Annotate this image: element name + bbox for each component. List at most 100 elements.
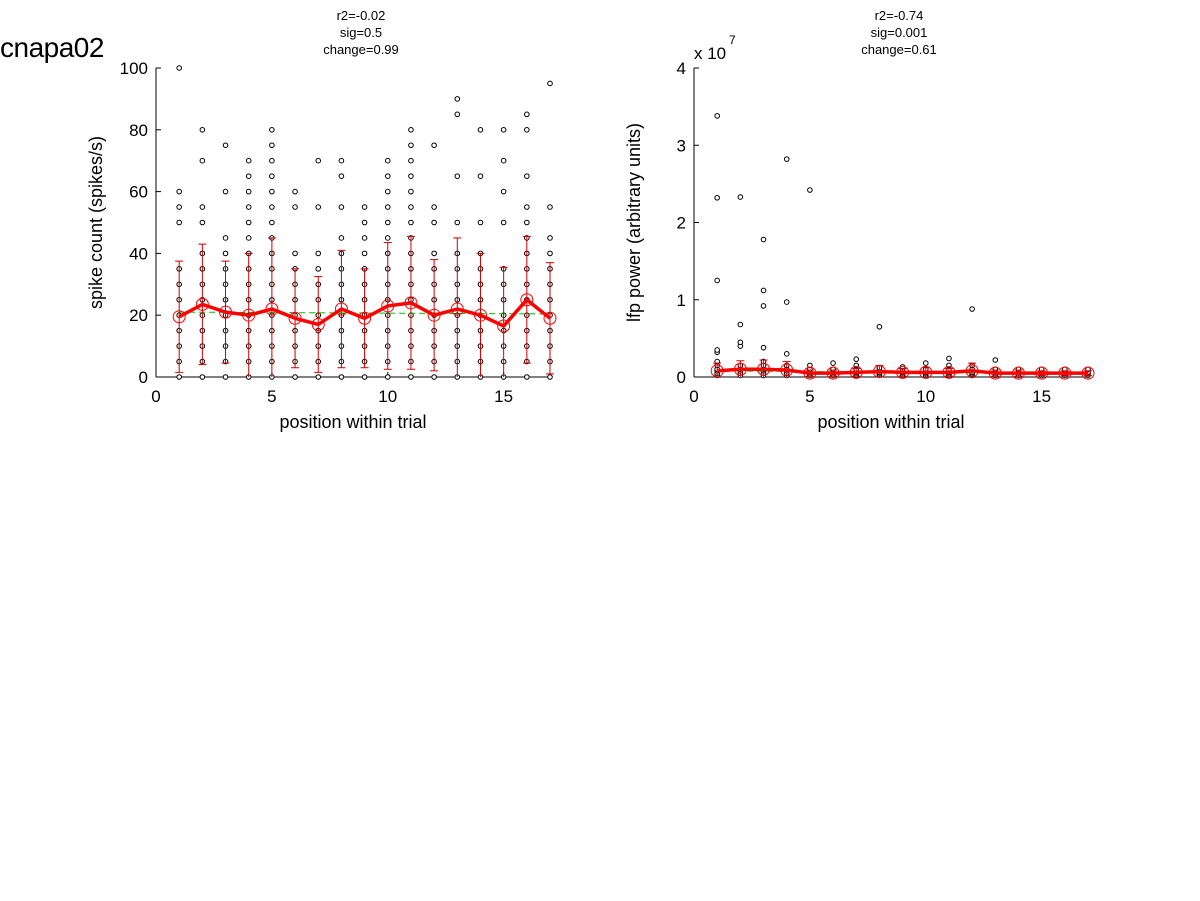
mean-marker [334, 302, 348, 316]
x-tick-label: 5 [267, 387, 276, 406]
raw-point [524, 219, 530, 226]
raw-point [176, 374, 182, 380]
mean-marker [849, 365, 863, 379]
raw-point [524, 204, 530, 210]
mean-marker [288, 311, 302, 325]
y-tick-label: 60 [129, 183, 148, 202]
mean-marker [757, 362, 771, 376]
raw-point [315, 157, 322, 164]
raw-point [408, 173, 414, 179]
raw-point [408, 188, 414, 195]
raw-point [431, 142, 437, 149]
raw-point [269, 204, 275, 210]
raw-point [222, 142, 229, 149]
x-tick-label: 0 [151, 387, 160, 406]
raw-point [222, 250, 229, 257]
raw-point [714, 347, 720, 353]
raw-point [524, 127, 530, 133]
raw-point [361, 235, 368, 241]
y-exponent-label: x 10 [694, 44, 726, 63]
mean-marker [172, 310, 186, 324]
x-tick-label: 10 [378, 387, 397, 406]
raw-point [176, 219, 182, 226]
raw-point [384, 173, 391, 179]
raw-point [222, 374, 229, 380]
raw-point [992, 357, 999, 363]
raw-point [269, 157, 275, 164]
raw-point [500, 188, 507, 195]
raw-point [408, 204, 414, 210]
raw-point [245, 157, 252, 164]
y-tick-label: 0 [677, 368, 686, 387]
raw-point [408, 127, 414, 133]
y-tick-label: 2 [677, 214, 686, 233]
raw-point [783, 351, 790, 357]
raw-point [431, 204, 437, 210]
mean-marker [358, 311, 372, 325]
raw-point [384, 219, 391, 226]
mean-marker [1058, 366, 1072, 380]
raw-point [315, 250, 322, 257]
chart-1: r2=-0.02 sig=0.5 change=0.99 0 20 40 60 80 100 0 5… [86, 8, 557, 432]
mean-marker [826, 366, 840, 380]
raw-point [176, 188, 182, 195]
raw-point [547, 250, 553, 257]
raw-point [245, 235, 252, 241]
mean-marker [195, 297, 209, 311]
mean-marker [1011, 366, 1025, 380]
x-axis-label: position within trial [279, 412, 426, 432]
raw-point [454, 111, 461, 118]
raw-point [338, 204, 345, 210]
raw-point [454, 96, 461, 102]
raw-point [292, 374, 298, 380]
raw-point [760, 303, 767, 309]
raw-point [431, 374, 437, 380]
mean-marker [427, 308, 441, 322]
raw-point [946, 355, 952, 362]
raw-point [760, 236, 767, 243]
raw-point [269, 188, 275, 195]
mean-marker [733, 362, 747, 376]
raw-point [547, 374, 553, 380]
raw-point [500, 219, 507, 226]
x-tick-label: 15 [494, 387, 513, 406]
raw-point [176, 204, 182, 210]
mean-marker [896, 365, 910, 379]
raw-point [361, 250, 368, 257]
raw-point [714, 113, 720, 119]
raw-point [384, 188, 391, 195]
stats-line: sig=0.5 [340, 25, 382, 40]
raw-point [477, 173, 484, 179]
raw-point [315, 204, 322, 210]
raw-point [245, 188, 252, 195]
raw-point [315, 374, 322, 380]
raw-point [292, 250, 298, 257]
raw-point [524, 111, 530, 118]
raw-point [500, 157, 507, 164]
raw-point [245, 173, 252, 179]
y-axis-label: lfp power (arbitrary units) [624, 123, 644, 322]
raw-point [737, 194, 744, 200]
raw-point [783, 156, 790, 162]
mean-marker [381, 299, 395, 313]
raw-point [361, 219, 368, 226]
chart-2: r2=-0.74 sig=0.001 change=0.61 0 1 2 3 4 0 5 10 15 p… [624, 8, 1095, 432]
raw-point [524, 173, 530, 179]
mean-marker [497, 319, 511, 333]
raw-point [338, 157, 345, 164]
raw-point [524, 374, 530, 380]
mean-marker [219, 305, 233, 319]
mean-marker [242, 308, 256, 322]
raw-point [876, 323, 883, 330]
mean-marker [872, 365, 886, 379]
y-axis-label: spike count (spikes/s) [86, 136, 106, 309]
raw-point [547, 235, 553, 241]
y-tick-label: 1 [677, 291, 686, 310]
mean-marker [803, 366, 817, 380]
stats-line: sig=0.001 [871, 25, 928, 40]
mean-marker [543, 311, 557, 325]
raw-point [547, 80, 553, 87]
raw-point [454, 219, 461, 226]
raw-point [222, 188, 229, 195]
